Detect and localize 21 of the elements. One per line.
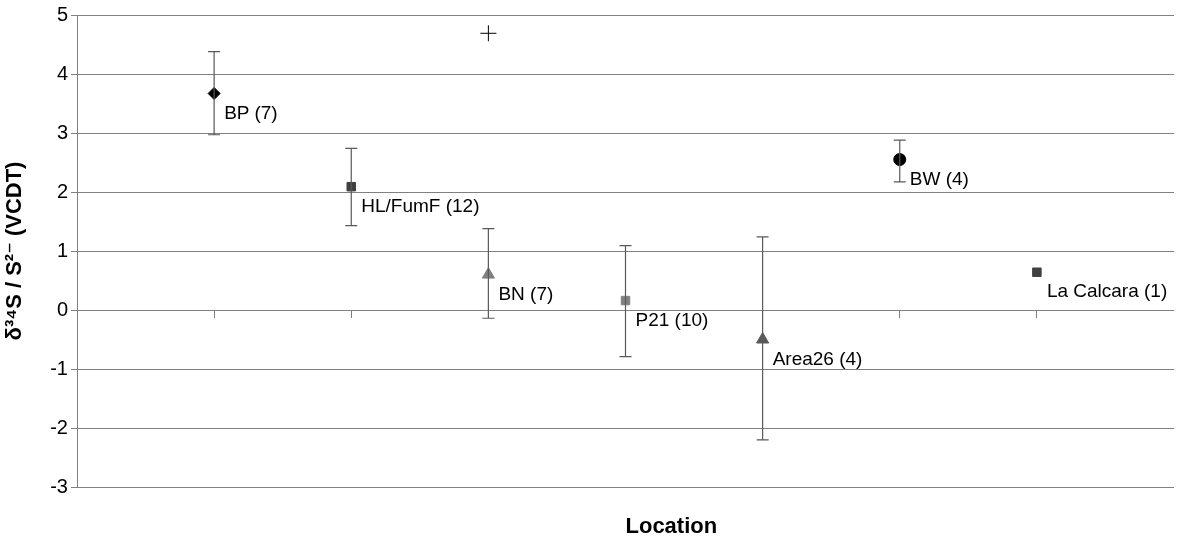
series-label: P21 (10) (635, 308, 709, 330)
x-axis-title: Location (625, 513, 718, 539)
y-tick-label: -3 (50, 474, 68, 497)
series-label: BN (7) (498, 282, 554, 304)
y-tick-label: 3 (56, 120, 68, 143)
series-label: HL/FumF (12) (361, 194, 480, 216)
series-label: BW (4) (909, 167, 969, 189)
y-tick-label: 0 (56, 297, 68, 320)
y-tick-label: -2 (50, 415, 68, 438)
point (479, 24, 497, 42)
series-label: Area26 (4) (772, 347, 863, 369)
y-tick-label: 5 (56, 2, 68, 25)
series-label: La Calcara (1) (1046, 280, 1168, 302)
point (756, 332, 770, 344)
point (1032, 267, 1042, 277)
y-axis-title: δ³⁴S / S²⁻ (VCDT) (1, 161, 27, 341)
y-tick-label: -1 (50, 356, 68, 379)
y-tick-label: 2 (56, 179, 68, 202)
y-tick-label: 4 (56, 61, 68, 84)
series-label: BP (7) (224, 101, 278, 123)
y-tick-label: 1 (56, 238, 68, 261)
